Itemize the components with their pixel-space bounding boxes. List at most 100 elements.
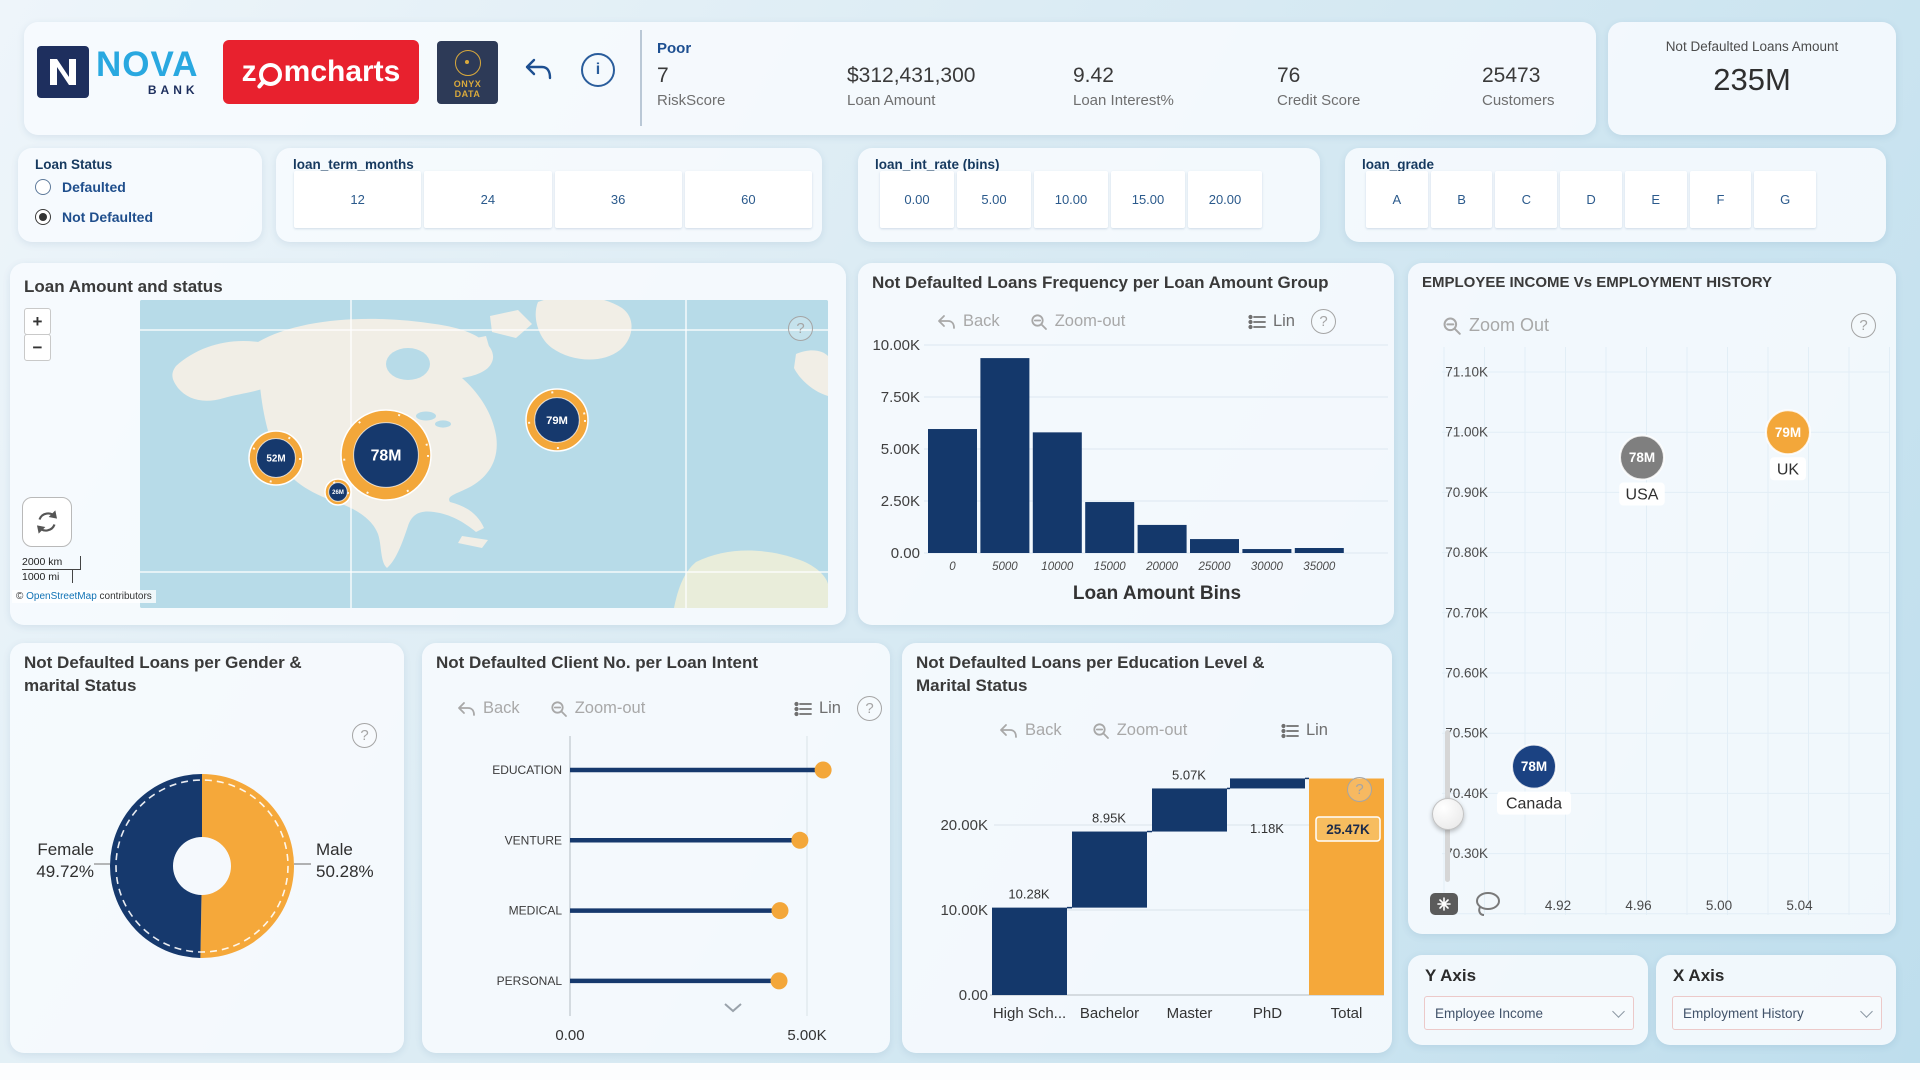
help-icon[interactable]: ?: [352, 723, 377, 748]
map-zoom-in-button[interactable]: +: [24, 308, 51, 335]
help-icon[interactable]: ?: [1851, 313, 1876, 338]
back-button[interactable]: Back: [456, 699, 520, 718]
zoom-out-button[interactable]: Zoom-out: [1030, 312, 1125, 331]
bar-chart-card: Not Defaulted Loans Frequency per Loan A…: [858, 263, 1394, 625]
filter-option-12[interactable]: 12: [294, 171, 422, 228]
back-button[interactable]: Back: [936, 312, 1000, 331]
bubble-ring-gap: [327, 481, 349, 503]
lolli-xtick: 5.00K: [787, 1027, 826, 1044]
land-cuba: [458, 536, 488, 548]
lolli-dot-VENTURE[interactable]: [791, 831, 809, 849]
y-axis-slider-handle[interactable]: [1432, 798, 1464, 830]
x-axis-dropdown[interactable]: Employment History: [1672, 996, 1882, 1030]
info-icon[interactable]: i: [581, 53, 615, 87]
bar-ytick: 10.00K: [872, 337, 920, 354]
lasso-icon[interactable]: [1474, 891, 1502, 917]
filter-option-A[interactable]: A: [1366, 171, 1428, 228]
scatter-point-usa[interactable]: USA 78M: [1619, 434, 1665, 506]
scatter-ytick: 70.60K: [1445, 666, 1488, 681]
filter-option-15.00[interactable]: 15.00: [1111, 171, 1185, 228]
map-zoom-out-button[interactable]: −: [24, 334, 51, 361]
filter-option-D[interactable]: D: [1560, 171, 1622, 228]
scatter-point-value: 78M: [1521, 759, 1547, 774]
filter-option-24[interactable]: 24: [424, 171, 552, 228]
bar-xtick: 25000: [1198, 561, 1232, 573]
bar-20000[interactable]: [1137, 524, 1187, 553]
lin-toggle[interactable]: Lin: [1281, 721, 1328, 740]
selection-tool-icon[interactable]: [1430, 893, 1458, 915]
nova-logo-sub: BANK: [147, 83, 199, 97]
zoom-out-button[interactable]: Zoom-out: [1092, 721, 1187, 740]
scatter-point-canada[interactable]: Canada 78M: [1497, 743, 1571, 815]
bar-25000[interactable]: [1190, 539, 1239, 553]
bubble-value: 79M: [546, 415, 568, 427]
zoom-out-button[interactable]: Zoom Out: [1442, 315, 1549, 336]
filter-option-F[interactable]: F: [1689, 171, 1752, 228]
wf-bar-Master[interactable]: [1152, 788, 1227, 832]
lolli-dot-EDUCATION[interactable]: [814, 761, 832, 779]
filter-option-60[interactable]: 60: [684, 171, 812, 228]
donut-slice-male[interactable]: [200, 774, 295, 958]
bar-xtick: 30000: [1251, 561, 1284, 573]
undo-icon[interactable]: [521, 53, 555, 87]
filter-option-0.00[interactable]: 0.00: [880, 171, 954, 228]
map-bubble-79M[interactable]: 79M: [525, 388, 589, 452]
bubble-ring-gap: [528, 391, 586, 449]
scatter-point-circle[interactable]: [1619, 434, 1665, 481]
help-icon[interactable]: ?: [1347, 777, 1372, 802]
filter-option-10.00[interactable]: 10.00: [1034, 171, 1108, 228]
lolli-dot-PERSONAL[interactable]: [770, 972, 788, 990]
map-canvas[interactable]: 52M 78M 26M 79M: [140, 300, 828, 608]
bar-15000[interactable]: [1085, 502, 1135, 553]
lin-toggle[interactable]: Lin: [794, 699, 841, 718]
bar-0[interactable]: [928, 429, 977, 553]
lolli-dot-MEDICAL[interactable]: [771, 902, 789, 920]
filter-option-G[interactable]: G: [1754, 171, 1817, 228]
filter-option-C[interactable]: C: [1495, 171, 1558, 228]
scatter-xtick: 4.96: [1625, 898, 1651, 913]
loan-status-option-not-defaulted[interactable]: Not Defaulted: [35, 209, 153, 225]
help-icon[interactable]: ?: [1311, 309, 1336, 334]
bar-xtick: 10000: [1041, 561, 1074, 573]
bar-10000[interactable]: [1032, 432, 1082, 553]
filter-option-36[interactable]: 36: [554, 171, 682, 228]
bar-5000[interactable]: [980, 358, 1030, 553]
osm-link[interactable]: OpenStreetMap: [26, 591, 97, 602]
lolli-category-label: PERSONAL: [497, 974, 563, 988]
lin-toggle[interactable]: Lin: [1248, 312, 1295, 331]
map-bubble-78M[interactable]: 78M: [340, 409, 432, 501]
back-button[interactable]: Back: [998, 721, 1062, 740]
scatter-point-circle[interactable]: [1765, 409, 1811, 456]
wf-bar-High Sch...[interactable]: [992, 907, 1067, 995]
map-bubble-52M[interactable]: 52M: [248, 430, 304, 486]
wf-bar-Total[interactable]: [1309, 778, 1384, 995]
donut-slice-female[interactable]: [110, 774, 202, 958]
filter-option-E[interactable]: E: [1624, 171, 1687, 228]
x-axis-value: Employment History: [1683, 1005, 1804, 1021]
help-icon[interactable]: ?: [857, 696, 882, 721]
y-axis-dropdown[interactable]: Employee Income: [1424, 996, 1634, 1030]
filter-option-5.00[interactable]: 5.00: [957, 171, 1031, 228]
scroll-chevron-icon[interactable]: [724, 1003, 742, 1013]
bar-30000[interactable]: [1242, 549, 1292, 553]
radio-label: Not Defaulted: [62, 209, 153, 225]
zoom-out-button[interactable]: Zoom-out: [550, 699, 645, 718]
wf-bar-Bachelor[interactable]: [1072, 831, 1147, 908]
kpi-row: Poor 7 RiskScore $312,431,300 Loan Amount 9.4…: [24, 22, 1596, 135]
filter-option-20.00[interactable]: 20.00: [1188, 171, 1262, 228]
help-icon[interactable]: ?: [788, 316, 813, 341]
donut-title: Not Defaulted Loans per Gender & marital …: [24, 653, 302, 695]
loan-term-filter: loan_term_months 12 24 36 60: [276, 148, 822, 242]
bar-35000[interactable]: [1294, 548, 1344, 553]
loan-status-option-defaulted[interactable]: Defaulted: [35, 179, 153, 195]
map-refresh-button[interactable]: [22, 497, 72, 547]
map-bubble-26M[interactable]: 26M: [324, 478, 352, 506]
wf-bar-PhD[interactable]: [1230, 778, 1305, 789]
scatter-point-uk[interactable]: UK 79M: [1765, 409, 1811, 481]
filter-option-B[interactable]: B: [1430, 171, 1493, 228]
nova-logo-icon: [37, 46, 89, 98]
wf-xtick: Master: [1167, 1005, 1213, 1022]
scatter-point-value: 78M: [1629, 450, 1655, 465]
scatter-point-circle[interactable]: [1511, 743, 1557, 790]
wf-value-label: 10.28K: [1008, 887, 1050, 902]
